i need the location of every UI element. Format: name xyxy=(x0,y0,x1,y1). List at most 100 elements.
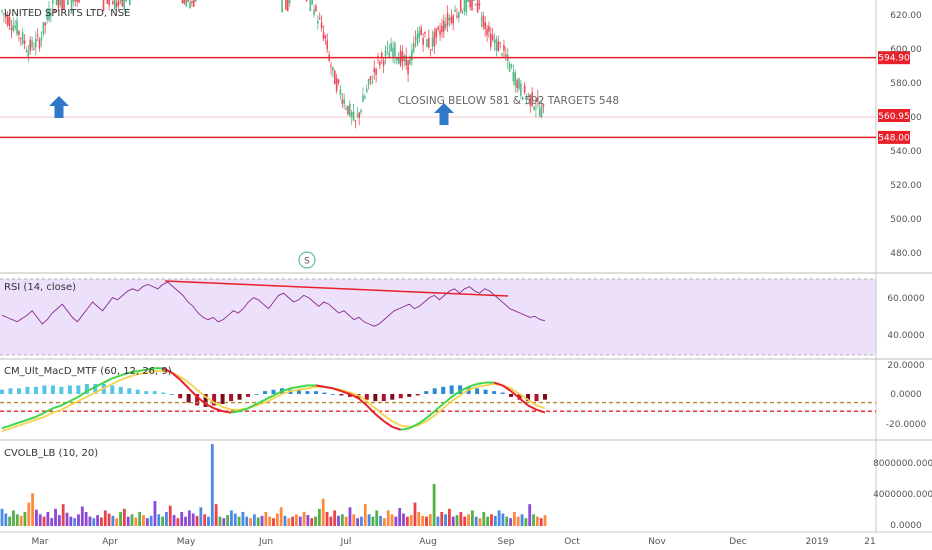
candle-body xyxy=(29,39,31,51)
candle-body xyxy=(422,37,424,45)
rsi-trendline[interactable] xyxy=(164,280,509,297)
time-tick-label: Mar xyxy=(32,537,49,547)
rsi-series xyxy=(1,281,546,327)
candle-body xyxy=(322,32,325,39)
candle-body xyxy=(375,68,377,75)
candle-body xyxy=(476,0,479,13)
candle-body xyxy=(418,30,421,39)
time-tick-label: Apr xyxy=(102,537,118,547)
volume-bar xyxy=(428,514,432,526)
macd-histogram-bar xyxy=(169,394,174,395)
candle-body xyxy=(286,0,289,12)
volume-bar xyxy=(482,511,486,526)
volume-bar xyxy=(317,508,321,526)
macd-histogram-bar xyxy=(50,385,55,394)
volume-bar xyxy=(54,508,57,526)
candle-body xyxy=(46,12,48,20)
macd-line-segment xyxy=(196,396,207,405)
candle-body xyxy=(36,34,39,36)
candle-body xyxy=(72,0,75,3)
candle-body xyxy=(443,20,445,32)
volume-bar xyxy=(226,515,230,526)
candle-body xyxy=(76,0,78,2)
macd-line-segment xyxy=(256,398,266,405)
last-price-tag: 560.95 xyxy=(878,109,910,122)
candle-body xyxy=(25,50,28,52)
macd-line-segment xyxy=(205,403,215,410)
candle-body xyxy=(367,79,370,85)
macd-histogram-bar xyxy=(93,383,98,394)
volume-bar xyxy=(38,514,42,526)
volume-bar xyxy=(432,483,436,526)
macd-line-segment xyxy=(230,410,240,414)
trade-annotation[interactable]: CLOSING BELOW 581 & 592 TARGETS 548 xyxy=(398,95,619,107)
candle-body xyxy=(482,15,485,27)
candle-body xyxy=(339,89,342,96)
volume-bar xyxy=(119,511,122,526)
candle-body xyxy=(38,39,41,49)
event-marker[interactable]: S xyxy=(298,251,316,269)
macd-histogram-bar xyxy=(67,385,72,394)
volume-bar xyxy=(501,513,505,526)
volume-tick-label: 4000000.0000 xyxy=(873,490,932,500)
candle-body xyxy=(4,14,7,18)
volume-bar xyxy=(241,511,245,526)
volume-bar xyxy=(402,513,405,526)
macd-line-segment xyxy=(493,381,503,387)
macd-line-segment xyxy=(290,385,300,390)
candle-body xyxy=(497,41,500,52)
macd-line-segment xyxy=(1,424,11,430)
macd-histogram-bar xyxy=(118,386,123,394)
volume-bar xyxy=(237,516,241,526)
candle-body xyxy=(14,25,16,28)
candle-body xyxy=(531,92,533,106)
candle-body xyxy=(411,50,413,61)
volume-bar xyxy=(516,516,520,526)
macd-line-segment xyxy=(518,397,529,407)
candle-body xyxy=(6,15,9,26)
macd-line-segment xyxy=(103,377,113,384)
candle-body xyxy=(67,0,69,5)
time-tick-label: Nov xyxy=(648,537,666,547)
candle-body xyxy=(514,72,517,87)
candle-body xyxy=(501,53,503,56)
candle-body xyxy=(448,17,451,21)
volume-bar xyxy=(153,501,157,526)
candle-body xyxy=(540,105,543,118)
macd-line-segment xyxy=(442,396,453,405)
candle-body xyxy=(42,21,45,34)
macd-histogram-bar xyxy=(305,391,310,394)
macd-line-segment xyxy=(10,421,20,427)
macd-line-segment xyxy=(468,383,478,388)
macd-tick-label: 0.0000 xyxy=(890,390,922,400)
candle-body xyxy=(78,0,80,3)
candle-body xyxy=(452,15,454,24)
candle-body xyxy=(337,79,340,83)
volume-tick-label: 8000000.0000 xyxy=(873,459,932,469)
rsi-line xyxy=(1,281,546,327)
candle-body xyxy=(525,96,528,100)
macd-histogram-bar xyxy=(415,394,420,396)
candle-body xyxy=(542,103,545,106)
macd-histogram-bar xyxy=(127,388,132,394)
volume-bar xyxy=(207,516,210,526)
volume-bar xyxy=(96,515,99,526)
macd-histogram-bar xyxy=(475,388,480,394)
candle-body xyxy=(347,105,349,115)
volume-bar xyxy=(505,516,509,526)
candle-body xyxy=(21,32,24,44)
volume-bar xyxy=(138,511,142,526)
volume-bar xyxy=(19,515,23,526)
candle-body xyxy=(412,42,415,52)
macd-line-segment xyxy=(425,410,436,420)
volume-bar xyxy=(8,516,12,526)
candle-body xyxy=(121,0,124,7)
candle-body xyxy=(523,85,526,93)
macd-histogram-bar xyxy=(0,389,4,394)
candle-body xyxy=(371,81,374,84)
candle-body xyxy=(537,97,539,102)
volume-bar xyxy=(149,515,153,526)
macd-histogram-bar xyxy=(449,385,454,394)
macd-histogram-bar xyxy=(483,389,488,394)
